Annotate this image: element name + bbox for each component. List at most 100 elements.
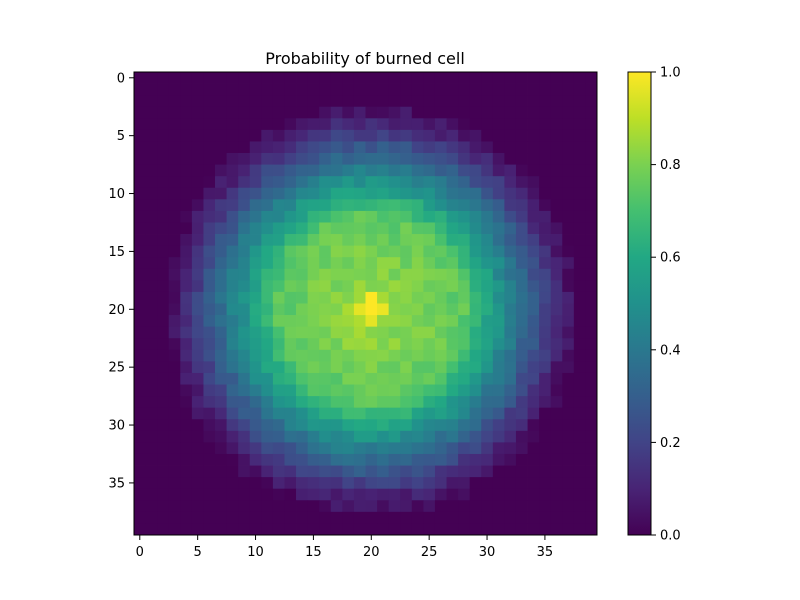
heatmap-cell [515, 338, 528, 351]
heatmap-cell [573, 210, 586, 223]
heatmap-cell [238, 234, 251, 247]
heatmap-cell [238, 338, 251, 351]
heatmap-cell [504, 234, 517, 247]
heatmap-cell [365, 153, 378, 165]
heatmap-cell [434, 199, 447, 212]
heatmap-cell [249, 129, 262, 142]
heatmap-cell [307, 176, 320, 189]
heatmap-cell [296, 280, 309, 293]
heatmap-cell [515, 500, 528, 513]
heatmap-cell [562, 164, 575, 177]
heatmap-cell [261, 315, 274, 328]
heatmap-cell [377, 291, 390, 304]
heatmap-cell [261, 291, 274, 304]
heatmap-cell [388, 280, 401, 293]
heatmap-cell [573, 141, 586, 154]
x-tick-label: 15 [305, 545, 322, 560]
heatmap-cell [272, 257, 285, 270]
heatmap-cell [562, 153, 575, 165]
heatmap-cell [458, 95, 471, 108]
heatmap-cell [388, 153, 401, 165]
heatmap-cell [573, 453, 586, 466]
heatmap-cell [134, 291, 146, 304]
heatmap-cell [365, 222, 378, 235]
heatmap-cell [319, 500, 332, 513]
heatmap-cell [481, 187, 494, 200]
heatmap-cell [527, 280, 540, 293]
heatmap-cell [238, 164, 251, 177]
heatmap-cell [481, 384, 494, 397]
heatmap-cell [411, 523, 424, 536]
heatmap-cell [215, 523, 227, 536]
heatmap-cell [411, 361, 424, 374]
heatmap-cell [423, 477, 436, 490]
heatmap-cell [562, 477, 575, 490]
heatmap-cell [492, 129, 505, 142]
heatmap-cell [284, 488, 297, 501]
heatmap-cell [365, 141, 378, 154]
heatmap-cell [411, 384, 424, 397]
heatmap-cell [284, 199, 297, 212]
heatmap-cell [423, 210, 436, 223]
heatmap-cell [400, 465, 413, 478]
heatmap-cell [353, 268, 366, 281]
heatmap-cell [492, 477, 505, 490]
heatmap-cell [550, 488, 563, 501]
heatmap-cell [353, 210, 366, 223]
heatmap-cell [134, 500, 146, 513]
heatmap-cell [365, 349, 378, 362]
heatmap-cell [353, 430, 366, 443]
heatmap-cell [249, 523, 262, 536]
heatmap-cell [469, 303, 482, 316]
heatmap-cell [562, 511, 575, 524]
heatmap-cell [319, 176, 332, 189]
heatmap-cell [203, 477, 216, 490]
heatmap-cell [272, 315, 285, 328]
heatmap-cell [481, 396, 494, 409]
heatmap-cell [284, 176, 297, 189]
heatmap-cell [377, 465, 390, 478]
heatmap-cell [388, 442, 401, 455]
heatmap-cell [365, 245, 378, 258]
heatmap-cell [307, 257, 320, 270]
heatmap-cell [434, 210, 447, 223]
colorbar-tick-label: 0.6 [660, 251, 681, 266]
heatmap-cell [284, 106, 297, 119]
heatmap-cell [226, 141, 239, 154]
heatmap-cell [515, 303, 528, 316]
heatmap-cell [388, 326, 401, 339]
heatmap-cell [504, 72, 517, 84]
heatmap-cell [365, 106, 378, 119]
heatmap-cell [261, 280, 274, 293]
heatmap-cell [226, 453, 239, 466]
heatmap-cell [134, 210, 146, 223]
heatmap-cell [330, 523, 343, 536]
heatmap-cell [134, 453, 146, 466]
heatmap-cell [157, 372, 170, 385]
heatmap-cell [284, 477, 297, 490]
heatmap-cell [180, 95, 193, 108]
heatmap-cell [388, 523, 401, 536]
heatmap-cell [539, 523, 552, 536]
heatmap-cell [515, 488, 528, 501]
heatmap-cell [261, 129, 274, 142]
heatmap-cell [365, 361, 378, 374]
heatmap-cell [353, 384, 366, 397]
chart-title: Probability of burned cell [265, 49, 465, 68]
heatmap-cell [226, 291, 239, 304]
heatmap-cell [342, 326, 355, 339]
heatmap-cell [145, 72, 158, 84]
heatmap-cell [284, 349, 297, 362]
heatmap-cell [504, 268, 517, 281]
heatmap-cell [550, 129, 563, 142]
heatmap-cell [157, 396, 170, 409]
heatmap-cell [400, 72, 413, 84]
heatmap-cell [562, 349, 575, 362]
heatmap-cell [585, 430, 598, 443]
heatmap-cell [504, 83, 517, 96]
heatmap-cell [342, 234, 355, 247]
heatmap-cell [307, 384, 320, 397]
heatmap-cell [307, 442, 320, 455]
heatmap-cell [400, 477, 413, 490]
